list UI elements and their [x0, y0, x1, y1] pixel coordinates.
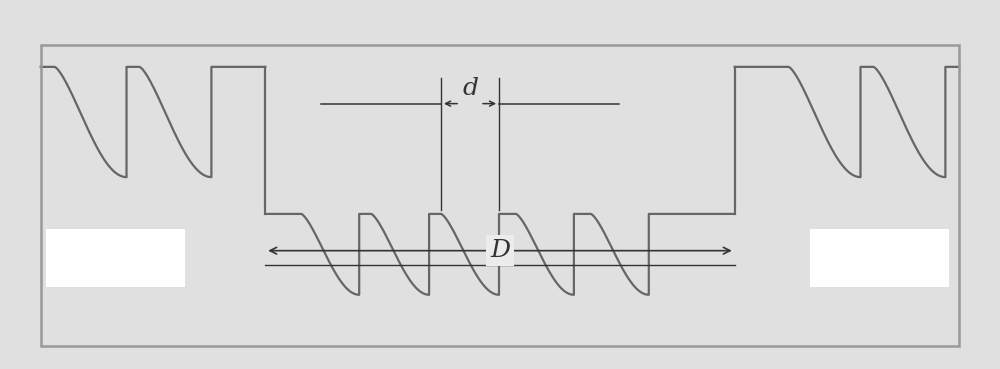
Bar: [810, 229, 949, 287]
Text: d: d: [462, 77, 478, 100]
Text: D: D: [490, 239, 510, 262]
Bar: [46, 229, 185, 287]
